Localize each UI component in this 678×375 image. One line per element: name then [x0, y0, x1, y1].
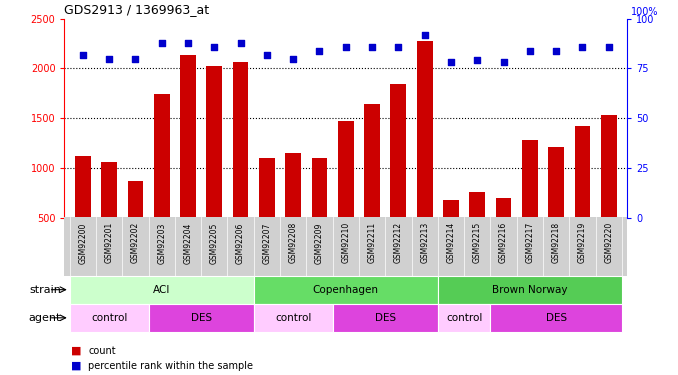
Bar: [364, 104, 380, 218]
Text: GSM92202: GSM92202: [131, 222, 140, 263]
Bar: [148, 304, 254, 332]
Point: [419, 32, 430, 38]
Text: GSM92218: GSM92218: [552, 222, 561, 263]
Point: [209, 44, 220, 50]
Text: GSM92206: GSM92206: [236, 222, 245, 264]
Point: [314, 48, 325, 54]
Bar: [70, 304, 148, 332]
Bar: [601, 115, 616, 218]
Text: ACI: ACI: [153, 285, 170, 295]
Text: strain: strain: [29, 285, 61, 295]
Bar: [101, 162, 117, 218]
Text: agent: agent: [28, 313, 61, 323]
Text: GSM92209: GSM92209: [315, 222, 324, 264]
Point: [157, 40, 167, 46]
Bar: [417, 40, 433, 218]
Text: GSM92216: GSM92216: [499, 222, 508, 263]
Text: GSM92210: GSM92210: [341, 222, 351, 263]
Point: [130, 56, 141, 62]
Point: [287, 56, 298, 62]
Point: [551, 48, 561, 54]
Bar: [233, 63, 248, 217]
Point: [393, 44, 404, 50]
Bar: [259, 158, 275, 218]
Text: GSM92220: GSM92220: [604, 222, 613, 263]
Bar: [180, 54, 196, 217]
Bar: [443, 200, 459, 217]
Bar: [469, 192, 485, 217]
Text: DES: DES: [375, 313, 396, 323]
Bar: [75, 156, 91, 218]
Text: percentile rank within the sample: percentile rank within the sample: [88, 361, 253, 370]
Text: Brown Norway: Brown Norway: [492, 285, 567, 295]
Text: DES: DES: [546, 313, 567, 323]
Point: [367, 44, 378, 50]
Point: [577, 44, 588, 50]
Text: control: control: [91, 313, 127, 323]
Bar: [254, 276, 438, 304]
Bar: [574, 126, 591, 218]
Point: [104, 56, 115, 62]
Text: GDS2913 / 1369963_at: GDS2913 / 1369963_at: [64, 3, 210, 16]
Point: [524, 48, 535, 54]
Point: [340, 44, 351, 50]
Point: [182, 40, 193, 46]
Bar: [496, 198, 511, 217]
Bar: [338, 121, 354, 218]
Text: control: control: [446, 313, 482, 323]
Bar: [70, 276, 254, 304]
Bar: [438, 276, 622, 304]
Text: GSM92219: GSM92219: [578, 222, 587, 263]
Bar: [333, 304, 438, 332]
Text: GSM92203: GSM92203: [157, 222, 166, 264]
Text: DES: DES: [191, 313, 212, 323]
Bar: [154, 94, 170, 218]
Text: GSM92211: GSM92211: [367, 222, 376, 263]
Point: [472, 57, 483, 63]
Point: [77, 51, 88, 57]
Point: [445, 60, 456, 66]
Text: GSM92200: GSM92200: [79, 222, 87, 264]
Text: GSM92204: GSM92204: [184, 222, 193, 264]
Bar: [206, 66, 222, 218]
Text: GSM92214: GSM92214: [447, 222, 456, 263]
Bar: [490, 304, 622, 332]
Bar: [127, 181, 143, 218]
Text: GSM92215: GSM92215: [473, 222, 482, 263]
Text: ■: ■: [71, 361, 81, 370]
Point: [262, 51, 273, 57]
Text: GSM92213: GSM92213: [420, 222, 429, 263]
Bar: [438, 304, 490, 332]
Bar: [312, 158, 327, 218]
Point: [498, 60, 509, 66]
Bar: [254, 304, 333, 332]
Text: GSM92205: GSM92205: [210, 222, 219, 264]
Text: GSM92208: GSM92208: [289, 222, 298, 263]
Point: [235, 40, 246, 46]
Text: 100%: 100%: [631, 8, 659, 17]
Text: control: control: [275, 313, 311, 323]
Text: Copenhagen: Copenhagen: [313, 285, 379, 295]
Text: GSM92201: GSM92201: [104, 222, 114, 263]
Text: GSM92212: GSM92212: [394, 222, 403, 263]
Bar: [549, 147, 564, 218]
Text: GSM92207: GSM92207: [262, 222, 271, 264]
Text: ■: ■: [71, 346, 81, 355]
Bar: [285, 153, 301, 218]
Text: GSM92217: GSM92217: [525, 222, 534, 263]
Text: count: count: [88, 346, 116, 355]
Bar: [522, 140, 538, 218]
Point: [603, 44, 614, 50]
Bar: [391, 84, 406, 218]
